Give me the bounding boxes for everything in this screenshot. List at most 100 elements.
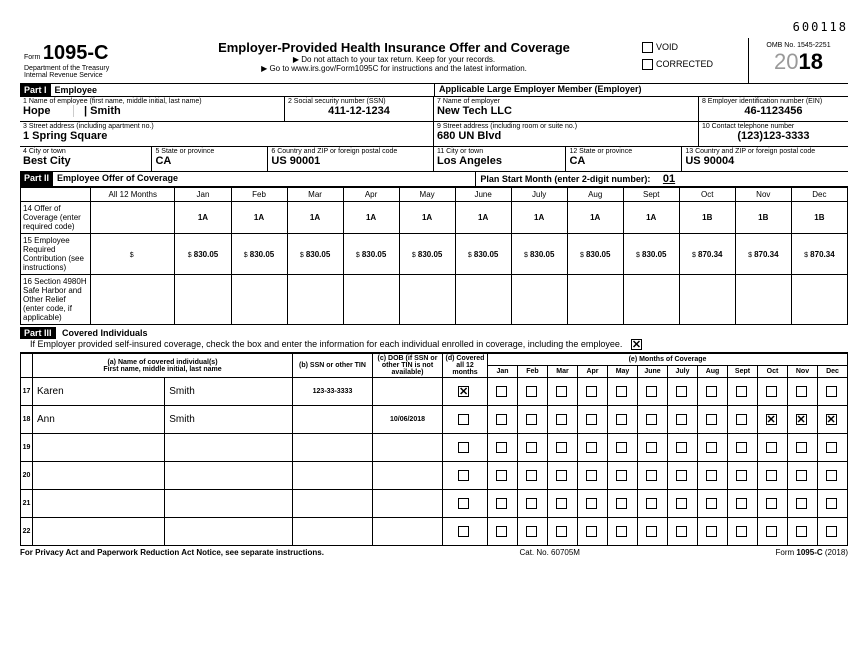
- p3-month[interactable]: [518, 406, 548, 434]
- p3-month[interactable]: [728, 490, 758, 518]
- p3-all12[interactable]: [443, 406, 488, 434]
- p3-month[interactable]: [548, 490, 578, 518]
- p3-month[interactable]: [638, 406, 668, 434]
- p3-month[interactable]: [758, 406, 788, 434]
- p3-all12[interactable]: [443, 378, 488, 406]
- p3-month[interactable]: [698, 406, 728, 434]
- p3-month[interactable]: [578, 378, 608, 406]
- p3-month[interactable]: [818, 406, 848, 434]
- p3-month[interactable]: [698, 518, 728, 546]
- p2-cell: 1A: [623, 202, 679, 234]
- p3-month[interactable]: [638, 434, 668, 462]
- p3-all12[interactable]: [443, 490, 488, 518]
- corrected-checkbox[interactable]: [642, 59, 653, 70]
- employer-title: Applicable Large Employer Member (Employ…: [435, 83, 646, 95]
- p3-all12[interactable]: [443, 462, 488, 490]
- p3-month[interactable]: [638, 490, 668, 518]
- p3-month[interactable]: [578, 434, 608, 462]
- p3-month[interactable]: [488, 378, 518, 406]
- p3-dob: [373, 378, 443, 406]
- p3-month[interactable]: [608, 490, 638, 518]
- p3-month[interactable]: [728, 406, 758, 434]
- p3-month[interactable]: [548, 518, 578, 546]
- p3-month[interactable]: [788, 490, 818, 518]
- employer-name: New Tech LLC: [437, 105, 695, 117]
- void-checkbox[interactable]: [642, 42, 653, 53]
- p3-month[interactable]: [728, 378, 758, 406]
- p3-month[interactable]: [668, 434, 698, 462]
- p3-month[interactable]: [608, 406, 638, 434]
- p3-month[interactable]: [668, 378, 698, 406]
- p3-month[interactable]: [608, 434, 638, 462]
- form-title: Employer-Provided Health Insurance Offer…: [158, 40, 630, 55]
- p3-month[interactable]: [578, 462, 608, 490]
- self-insured-checkbox[interactable]: [631, 339, 642, 350]
- p3-all12[interactable]: [443, 518, 488, 546]
- p3-month[interactable]: [548, 378, 578, 406]
- p3-month[interactable]: [488, 462, 518, 490]
- l13-label: 13 Country and ZIP or foreign postal cod…: [685, 148, 845, 155]
- p3-month[interactable]: [518, 518, 548, 546]
- form-footer: For Privacy Act and Paperwork Reduction …: [20, 548, 848, 557]
- p3-month[interactable]: [818, 434, 848, 462]
- employee-addr: 1 Spring Square: [23, 130, 430, 142]
- p3-month[interactable]: [788, 434, 818, 462]
- p3-month[interactable]: [548, 462, 578, 490]
- p3-month[interactable]: [488, 518, 518, 546]
- p3-month[interactable]: [578, 490, 608, 518]
- p3-month[interactable]: [608, 518, 638, 546]
- p3-month[interactable]: [698, 462, 728, 490]
- p3-month[interactable]: [518, 462, 548, 490]
- p3-month[interactable]: [788, 406, 818, 434]
- p3-month[interactable]: [548, 434, 578, 462]
- p3-month[interactable]: [548, 406, 578, 434]
- p3-month[interactable]: [518, 434, 548, 462]
- p3-month[interactable]: [608, 378, 638, 406]
- p3-month[interactable]: [698, 490, 728, 518]
- p3-month[interactable]: [668, 406, 698, 434]
- p3-month[interactable]: [488, 490, 518, 518]
- p3-month[interactable]: [728, 462, 758, 490]
- p3-month[interactable]: [698, 434, 728, 462]
- p3-month[interactable]: [578, 518, 608, 546]
- p3-month[interactable]: [668, 462, 698, 490]
- p3-month[interactable]: [758, 434, 788, 462]
- part2-title: Employee Offer of Coverage: [53, 172, 182, 186]
- p3-month[interactable]: [668, 490, 698, 518]
- p3-month[interactable]: [518, 490, 548, 518]
- p3-month[interactable]: [788, 462, 818, 490]
- p3-ssn: [293, 462, 373, 490]
- p2-cell: $830.05: [231, 234, 287, 275]
- p3-month[interactable]: [488, 406, 518, 434]
- p3-month[interactable]: [758, 462, 788, 490]
- p3-month[interactable]: [608, 462, 638, 490]
- p2-cell: 1B: [679, 202, 735, 234]
- p3-month[interactable]: [728, 434, 758, 462]
- p3-month[interactable]: [758, 490, 788, 518]
- p3-month[interactable]: [818, 518, 848, 546]
- p3-month[interactable]: [728, 518, 758, 546]
- p3-month[interactable]: [638, 518, 668, 546]
- p3-month[interactable]: [818, 490, 848, 518]
- p3-month[interactable]: [668, 518, 698, 546]
- p3-month[interactable]: [788, 378, 818, 406]
- p3-last: [165, 518, 293, 546]
- p3-month[interactable]: [758, 518, 788, 546]
- p3-month[interactable]: [758, 378, 788, 406]
- p3-month[interactable]: [818, 378, 848, 406]
- p3-first: [33, 518, 165, 546]
- l12-label: 12 State or province: [569, 148, 678, 155]
- p3-month[interactable]: [638, 462, 668, 490]
- employer-ein: 46-1123456: [702, 105, 845, 117]
- p3-month[interactable]: [578, 406, 608, 434]
- form-id-block: Form 1095-C Department of the Treasury I…: [20, 38, 150, 83]
- p2-cell: [175, 275, 231, 325]
- p3-all12[interactable]: [443, 434, 488, 462]
- p3-month[interactable]: [818, 462, 848, 490]
- p3-month[interactable]: [488, 434, 518, 462]
- p3-month[interactable]: [518, 378, 548, 406]
- p3-month[interactable]: [788, 518, 818, 546]
- p3-month[interactable]: [698, 378, 728, 406]
- p3-month[interactable]: [638, 378, 668, 406]
- p2-cell: 1A: [399, 202, 455, 234]
